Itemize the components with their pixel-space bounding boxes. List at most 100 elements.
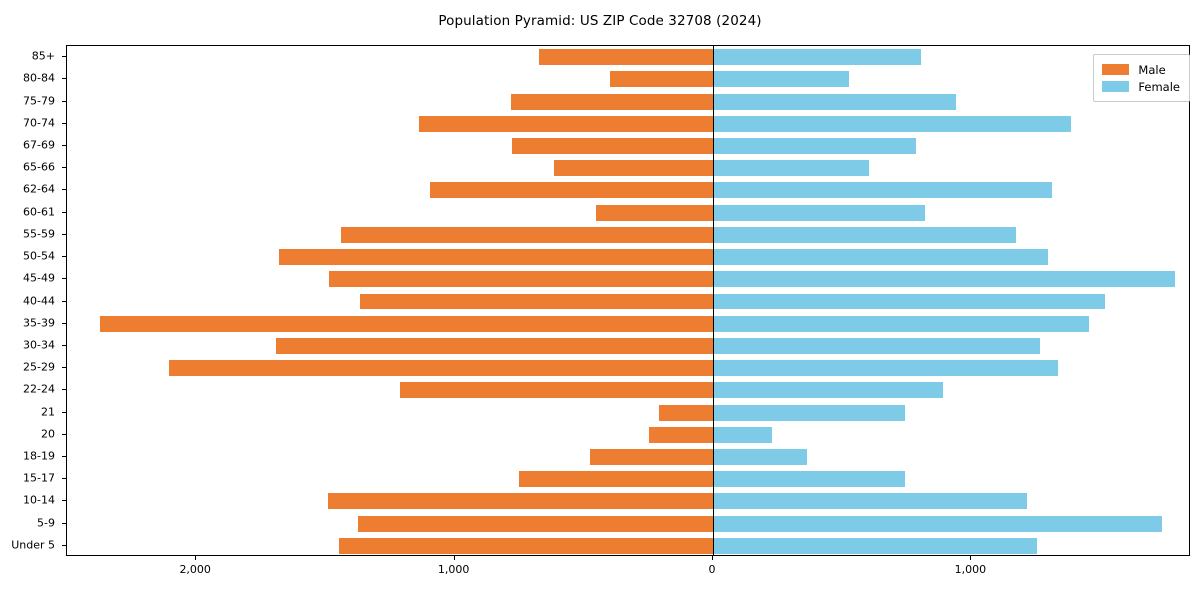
legend-swatch-icon <box>1102 81 1130 92</box>
y-axis: 85+ 80-84 75-79 70-74 67-69 65-66 62-64 60-61 55… <box>0 45 66 556</box>
bar-female[interactable] <box>712 271 1175 288</box>
bar-female[interactable] <box>712 515 1163 532</box>
y-tick-label: 35-39 <box>23 316 55 330</box>
bar-female[interactable] <box>712 226 1017 243</box>
bar-female[interactable] <box>712 337 1041 354</box>
y-tick-label: 25-29 <box>23 360 55 374</box>
y-tick-mark <box>62 122 66 124</box>
x-tick-label: 2,000 <box>179 563 211 576</box>
bar-female[interactable] <box>712 493 1027 510</box>
x-tick-label: 0 <box>708 563 716 576</box>
bar-female[interactable] <box>712 115 1071 132</box>
y-tick-label: 60-61 <box>23 205 55 219</box>
y-tick-label: 21 <box>41 405 55 419</box>
bar-male[interactable] <box>596 204 713 221</box>
x-tick-label: 1,000 <box>437 563 470 576</box>
bar-male[interactable] <box>400 382 713 399</box>
bar-male[interactable] <box>429 182 713 199</box>
x-axis: 2,000 1,000 0 1,000 <box>66 556 1190 596</box>
bar-male[interactable] <box>279 249 713 266</box>
y-tick-label: 80-84 <box>23 71 55 85</box>
plot-area <box>66 45 1190 556</box>
bar-female[interactable] <box>712 93 957 110</box>
bar-female[interactable] <box>712 404 906 421</box>
bar-row <box>67 293 1189 310</box>
legend-entry[interactable]: Male <box>1102 61 1180 78</box>
bar-female[interactable] <box>712 293 1106 310</box>
y-tick-mark <box>62 189 66 191</box>
bar-row <box>67 515 1189 532</box>
y-tick-label: 75-79 <box>23 94 55 108</box>
y-tick-label: 55-59 <box>23 227 55 241</box>
bar-male[interactable] <box>341 226 713 243</box>
legend-label: Female <box>1138 79 1180 94</box>
x-tick-mark <box>195 556 197 560</box>
bar-female[interactable] <box>712 49 922 66</box>
y-tick-mark <box>62 100 66 102</box>
legend-entry[interactable]: Female <box>1102 78 1180 95</box>
bar-female[interactable] <box>712 71 849 88</box>
bar-male[interactable] <box>327 493 713 510</box>
y-tick-mark <box>62 478 66 480</box>
bar-female[interactable] <box>712 537 1037 554</box>
legend: Male Female <box>1093 54 1190 102</box>
bar-female[interactable] <box>712 204 925 221</box>
bar-row <box>67 493 1189 510</box>
bar-female[interactable] <box>712 137 917 154</box>
bar-male[interactable] <box>519 471 713 488</box>
bar-female[interactable] <box>712 160 869 177</box>
bar-male[interactable] <box>360 293 713 310</box>
y-tick-label: 40-44 <box>23 294 55 307</box>
bar-row <box>67 115 1189 132</box>
bar-row <box>67 537 1189 554</box>
bar-male[interactable] <box>659 404 713 421</box>
bar-male[interactable] <box>358 515 713 532</box>
bar-male[interactable] <box>648 426 713 443</box>
bar-female[interactable] <box>712 249 1048 266</box>
y-tick-mark <box>62 144 66 146</box>
chart-title: Population Pyramid: US ZIP Code 32708 (2… <box>438 13 762 29</box>
bar-male[interactable] <box>609 71 713 88</box>
bar-female[interactable] <box>712 471 906 488</box>
bar-row <box>67 93 1189 110</box>
y-tick-mark <box>62 300 66 302</box>
bar-male[interactable] <box>539 49 713 66</box>
bar-female[interactable] <box>712 449 807 465</box>
bar-male[interactable] <box>511 137 713 154</box>
y-tick-mark <box>62 278 66 280</box>
y-tick-label: 65-66 <box>23 160 55 174</box>
bar-row <box>67 182 1189 199</box>
bar-female[interactable] <box>712 182 1052 199</box>
bar-male[interactable] <box>510 93 713 110</box>
bar-row <box>67 271 1189 288</box>
y-tick-mark <box>62 211 66 213</box>
x-tick-label: 1,000 <box>954 563 987 576</box>
y-tick-mark <box>62 522 66 524</box>
bar-row <box>67 226 1189 243</box>
bar-female[interactable] <box>712 382 944 399</box>
y-tick-mark <box>62 78 66 80</box>
y-tick-label: 85+ <box>31 49 55 63</box>
bar-male[interactable] <box>169 360 713 377</box>
bar-female[interactable] <box>712 360 1059 377</box>
x-tick-mark <box>453 556 455 560</box>
bar-male[interactable] <box>339 537 713 554</box>
bar-row <box>67 315 1189 332</box>
bar-row <box>67 337 1189 354</box>
y-tick-mark <box>62 344 66 346</box>
bar-male[interactable] <box>418 115 713 132</box>
y-tick-mark <box>62 456 66 458</box>
bar-male[interactable] <box>554 160 713 177</box>
bar-row <box>67 360 1189 377</box>
bar-row <box>67 471 1189 488</box>
bar-female[interactable] <box>712 315 1089 332</box>
y-tick-label: Under 5 <box>11 538 55 552</box>
bar-female[interactable] <box>712 426 772 443</box>
bar-male[interactable] <box>589 449 713 465</box>
bar-male[interactable] <box>328 271 713 288</box>
zero-axis-line <box>712 46 714 555</box>
bar-male[interactable] <box>276 337 713 354</box>
x-tick-mark <box>970 556 972 560</box>
bar-male[interactable] <box>100 315 713 332</box>
